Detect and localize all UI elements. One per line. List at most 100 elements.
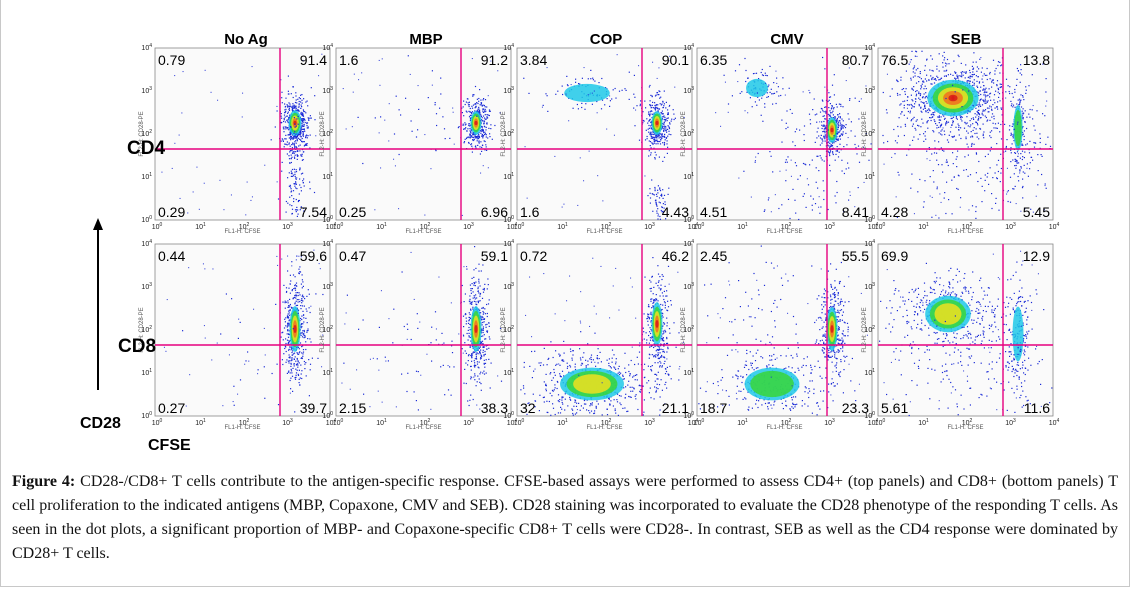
x-tick-label: 104 [868, 418, 879, 427]
y-tick-label: 100 [864, 411, 875, 420]
quadrant-ll-value: 2.15 [339, 400, 366, 416]
row-label-cd8: CD8 [118, 336, 156, 357]
caption-text: CD28-/CD8+ T cells contribute to the ant… [12, 473, 1118, 562]
y-tick-label: 104 [683, 43, 694, 52]
quadrant-lr-value: 38.3 [481, 400, 508, 416]
y-tick-label: 101 [141, 172, 152, 181]
quadrant-ur-value: 91.2 [481, 52, 508, 68]
y-tick-label: 101 [322, 172, 333, 181]
column-title-mbp: MBP [409, 31, 442, 48]
x-tick-label: 104 [1049, 418, 1060, 427]
x-tick-label: 104 [507, 222, 518, 231]
faint-x-axis-text: FL1-H: CFSE [586, 229, 622, 235]
quadrant-ll-value: 0.25 [339, 204, 366, 220]
faint-x-axis-text: FL1-H: CFSE [947, 229, 983, 235]
x-tick-label: 100 [333, 418, 344, 427]
x-tick-label: 103 [282, 222, 293, 231]
x-tick-label: 102 [962, 418, 973, 427]
quadrant-ll-value: 18.7 [700, 400, 727, 416]
y-tick-label: 100 [864, 215, 875, 224]
y-tick-label: 103 [503, 86, 514, 95]
quadrant-lr-value: 39.7 [300, 400, 327, 416]
y-tick-label: 101 [683, 172, 694, 181]
x-tick-label: 103 [644, 418, 655, 427]
y-tick-label: 104 [503, 239, 514, 248]
x-tick-label: 101 [376, 418, 387, 427]
x-tick-label: 101 [918, 222, 929, 231]
faint-x-axis-text: FL1-H: CFSE [405, 229, 441, 235]
x-tick-label: 102 [601, 418, 612, 427]
faint-x-axis-text: FL1-H: CFSE [947, 425, 983, 431]
column-title-seb: SEB [951, 31, 982, 48]
quadrant-lr-value: 11.6 [1024, 400, 1050, 416]
y-tick-label: 100 [322, 215, 333, 224]
x-tick-label: 103 [1005, 418, 1016, 427]
caption-label: Figure 4: [12, 473, 76, 490]
faint-y-axis-text: FL2-H: CD28-PE [501, 307, 507, 352]
x-tick-label: 100 [514, 222, 525, 231]
y-tick-label: 100 [322, 411, 333, 420]
y-tick-label: 100 [141, 215, 152, 224]
quadrant-ur-value: 80.7 [842, 52, 869, 68]
x-tick-label: 102 [781, 222, 792, 231]
y-tick-label: 102 [141, 129, 152, 138]
x-tick-label: 101 [195, 222, 206, 231]
x-tick-label: 101 [737, 418, 748, 427]
row-label-cd4: CD4 [127, 138, 165, 159]
column-title-cmv: CMV [770, 31, 803, 48]
quadrant-lr-value: 23.3 [842, 400, 869, 416]
quadrant-ul-value: 0.72 [520, 248, 547, 264]
faint-x-axis-text: FL1-H: CFSE [766, 425, 802, 431]
quadrant-lr-value: 4.43 [662, 204, 689, 220]
y-tick-label: 100 [683, 215, 694, 224]
quadrant-ll-value: 32 [520, 400, 536, 416]
quadrant-ll-value: 0.27 [158, 400, 185, 416]
y-tick-label: 101 [141, 368, 152, 377]
faint-y-axis-text: FL2-H: CD28-PE [862, 307, 868, 352]
quadrant-ll-value: 1.6 [520, 204, 540, 220]
y-tick-label: 104 [864, 43, 875, 52]
y-tick-label: 104 [141, 43, 152, 52]
x-tick-label: 103 [1005, 222, 1016, 231]
x-tick-label: 102 [962, 222, 973, 231]
quadrant-lr-value: 21.1 [662, 400, 689, 416]
quadrant-ur-value: 13.8 [1023, 52, 1050, 68]
y-tick-label: 104 [503, 43, 514, 52]
y-tick-label: 103 [322, 282, 333, 291]
y-tick-label: 104 [141, 239, 152, 248]
quadrant-ur-value: 90.1 [662, 52, 689, 68]
faint-y-axis-text: FL2-H: CD28-PE [139, 111, 145, 156]
x-tick-label: 101 [557, 222, 568, 231]
y-tick-label: 100 [503, 411, 514, 420]
y-tick-label: 102 [683, 325, 694, 334]
x-tick-label: 101 [737, 222, 748, 231]
y-tick-label: 102 [503, 129, 514, 138]
faint-x-axis-text: FL1-H: CFSE [224, 229, 260, 235]
y-tick-label: 101 [503, 172, 514, 181]
quadrant-ur-value: 59.6 [300, 248, 327, 264]
x-tick-label: 102 [601, 222, 612, 231]
quadrant-ur-value: 91.4 [300, 52, 327, 68]
y-tick-label: 102 [322, 325, 333, 334]
y-tick-label: 100 [683, 411, 694, 420]
x-tick-label: 103 [824, 222, 835, 231]
figure-caption: Figure 4: CD28-/CD8+ T cells contribute … [12, 470, 1118, 566]
y-tick-label: 104 [683, 239, 694, 248]
y-tick-label: 102 [864, 129, 875, 138]
faint-y-axis-text: FL2-H: CD28-PE [139, 307, 145, 352]
x-tick-label: 104 [868, 222, 879, 231]
quadrant-ur-value: 46.2 [662, 248, 689, 264]
x-tick-label: 100 [875, 418, 886, 427]
quadrant-ul-value: 0.44 [158, 248, 185, 264]
quadrant-ll-value: 5.61 [881, 400, 908, 416]
x-tick-label: 100 [152, 418, 163, 427]
quadrant-ur-value: 12.9 [1023, 248, 1050, 264]
x-tick-label: 102 [781, 418, 792, 427]
quadrant-ul-value: 0.79 [158, 52, 185, 68]
x-tick-label: 101 [376, 222, 387, 231]
